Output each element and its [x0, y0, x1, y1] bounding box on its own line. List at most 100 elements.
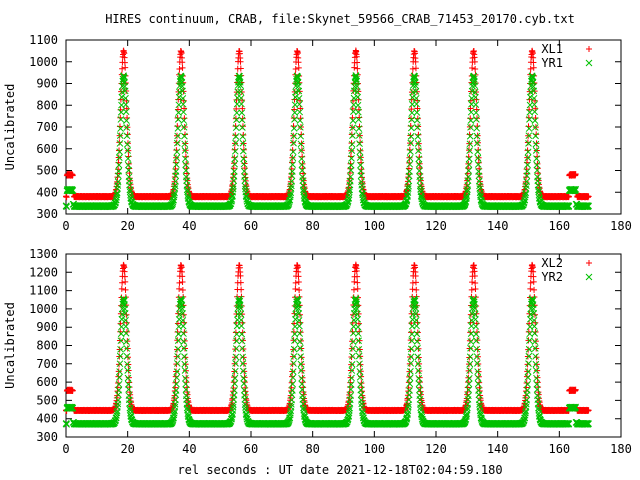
- data-point: [473, 115, 480, 123]
- y-tick-label: 300: [36, 430, 58, 444]
- data-point: [406, 368, 413, 375]
- data-point: [525, 328, 532, 335]
- x-tick-label: 80: [305, 219, 319, 233]
- data-point: [533, 161, 541, 169]
- data-point: [292, 285, 299, 292]
- data-point: [176, 285, 183, 292]
- data-point: [527, 279, 534, 286]
- data-point: [118, 285, 125, 292]
- data-point: [531, 117, 539, 124]
- data-point: [295, 279, 302, 286]
- data-point: [413, 100, 420, 108]
- data-point: [238, 116, 246, 124]
- x-tick-label: 100: [363, 219, 385, 233]
- x-tick-label: 100: [363, 442, 385, 456]
- data-point: [406, 154, 414, 162]
- data-point: [465, 161, 473, 168]
- data-point: [527, 285, 534, 292]
- data-point: [116, 140, 124, 147]
- data-point: [299, 367, 306, 374]
- data-point: [415, 147, 422, 155]
- data-point: [348, 140, 356, 148]
- data-point: [532, 140, 540, 148]
- data-point: [469, 279, 476, 286]
- data-point: [237, 65, 244, 72]
- y-tick-label: 300: [36, 207, 58, 221]
- y-tick-label: 400: [36, 412, 58, 426]
- y-tick-label: 1100: [29, 33, 58, 47]
- series-xl1: [63, 47, 592, 201]
- data-point: [475, 368, 482, 375]
- data-point: [179, 100, 187, 108]
- chart-title: HIRES continuum, CRAB, file:Skynet_59566…: [105, 12, 575, 26]
- data-point: [409, 65, 416, 72]
- y-tick-label: 1000: [29, 55, 58, 69]
- panel-bottom: 0 20 40 60 80 100 120 140 160 1803004005006007008…: [3, 247, 632, 456]
- data-point: [296, 286, 303, 293]
- data-point: [124, 140, 131, 148]
- data-point: [239, 147, 247, 155]
- data-point: [240, 160, 248, 168]
- data-point: [413, 286, 420, 293]
- data-point: [116, 337, 123, 344]
- data-point: [474, 329, 481, 336]
- data-point: [465, 361, 472, 368]
- x-tick-label: 140: [487, 442, 509, 456]
- data-point: [232, 124, 240, 132]
- data-point: [409, 286, 416, 293]
- data-point: [472, 109, 480, 117]
- data-point: [406, 160, 414, 168]
- data-point: [348, 345, 355, 352]
- data-point: [412, 279, 419, 286]
- data-point: [531, 108, 539, 116]
- data-point: [123, 88, 130, 95]
- x-tick-label: 40: [182, 219, 196, 233]
- data-point: [468, 286, 475, 293]
- legend-marker: [585, 59, 593, 67]
- x-tick-label: 0: [62, 219, 69, 233]
- data-point: [350, 286, 357, 293]
- data-point: [119, 279, 126, 286]
- data-point: [117, 328, 124, 335]
- data-point: [119, 65, 126, 72]
- y-tick-label: 1100: [29, 284, 58, 298]
- data-point: [409, 279, 416, 286]
- data-point: [347, 367, 354, 374]
- data-point: [174, 115, 182, 123]
- data-point: [173, 353, 180, 360]
- data-point: [469, 64, 476, 71]
- x-tick-label: 40: [182, 442, 196, 456]
- data-point: [527, 65, 534, 72]
- data-point: [532, 132, 539, 140]
- data-point: [115, 368, 122, 375]
- data-point: [292, 279, 299, 286]
- data-point: [69, 172, 76, 179]
- data-point: [524, 148, 532, 156]
- data-point: [298, 361, 305, 368]
- data-point: [173, 368, 180, 375]
- data-point: [122, 278, 129, 285]
- data-point: [472, 286, 479, 293]
- y-tick-label: 1000: [29, 302, 58, 316]
- data-point: [238, 286, 245, 293]
- data-point: [414, 123, 421, 131]
- data-point: [230, 168, 238, 175]
- data-point: [182, 161, 189, 169]
- data-point: [356, 328, 363, 335]
- data-point: [231, 155, 239, 162]
- y-tick-label: 800: [36, 339, 58, 353]
- data-point: [295, 64, 302, 71]
- y-tick-label: 700: [36, 120, 58, 134]
- data-point: [63, 194, 70, 201]
- data-point: [474, 353, 481, 360]
- data-point: [179, 286, 186, 293]
- data-point: [290, 329, 297, 336]
- data-point: [416, 360, 423, 367]
- data-point: [472, 279, 479, 286]
- y-tick-label: 1300: [29, 247, 58, 261]
- data-point: [231, 160, 239, 168]
- data-point: [292, 65, 299, 72]
- data-point: [179, 59, 186, 66]
- data-point: [530, 64, 537, 71]
- data-point: [347, 161, 355, 169]
